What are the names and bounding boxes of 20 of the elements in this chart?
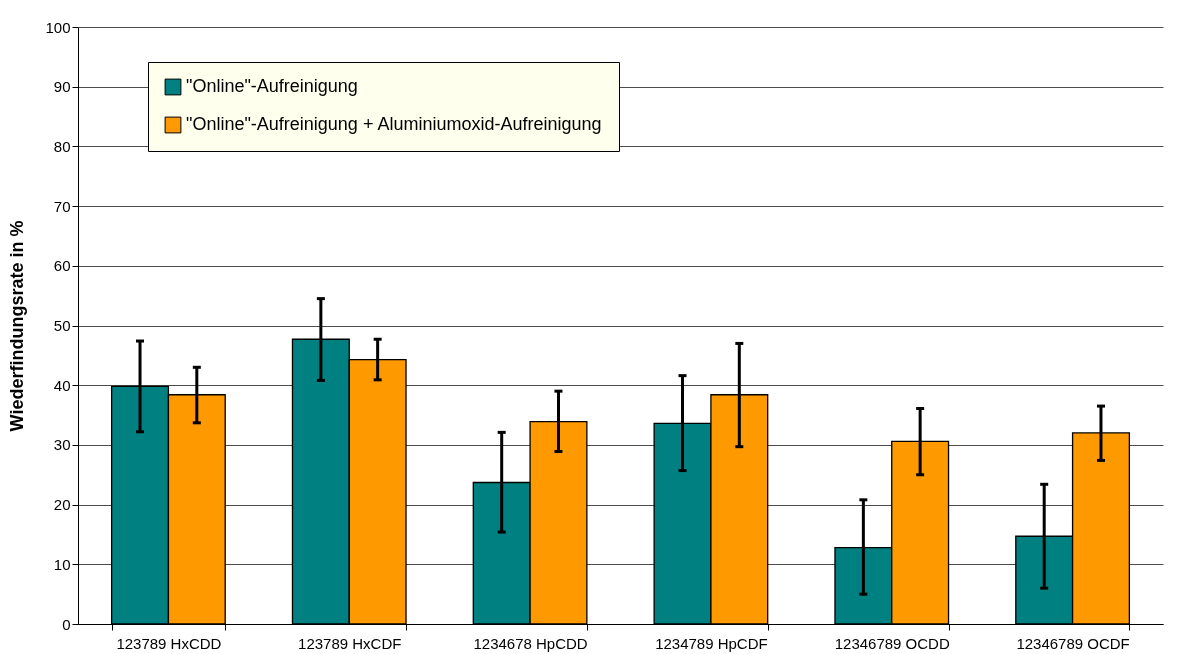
y-tick-label: 70 bbox=[53, 197, 71, 215]
y-tick-label: 20 bbox=[53, 496, 71, 514]
x-tick-label: 123789 HxCDD bbox=[116, 634, 222, 652]
y-tick-label: 90 bbox=[53, 78, 71, 96]
y-axis-title: Wiederfindungsrate in % bbox=[7, 220, 28, 432]
x-tick-label: 12346789 OCDF bbox=[1016, 634, 1130, 652]
y-tick-label: 50 bbox=[53, 317, 71, 334]
y-tick-label: 30 bbox=[53, 436, 71, 454]
y-tick-label: 10 bbox=[53, 555, 71, 573]
x-tick-label: 123789 HxCDF bbox=[298, 634, 402, 652]
y-tick-label: 40 bbox=[53, 376, 71, 394]
x-tick-label: 12346789 OCDD bbox=[834, 634, 950, 652]
legend-label: "Online"-Aufreinigung + Aluminiumoxid-Aufreinigung bbox=[186, 114, 602, 134]
x-tick-label: 1234678 HpCDD bbox=[473, 634, 588, 652]
x-tick-label: 1234789 HpCDF bbox=[655, 634, 768, 652]
y-tick-label: 100 bbox=[45, 18, 71, 36]
y-tick-label: 0 bbox=[62, 615, 71, 633]
y-tick-label: 80 bbox=[53, 137, 71, 155]
y-tick-label: 60 bbox=[53, 257, 71, 275]
legend-label: "Online"-Aufreinigung bbox=[186, 76, 358, 96]
